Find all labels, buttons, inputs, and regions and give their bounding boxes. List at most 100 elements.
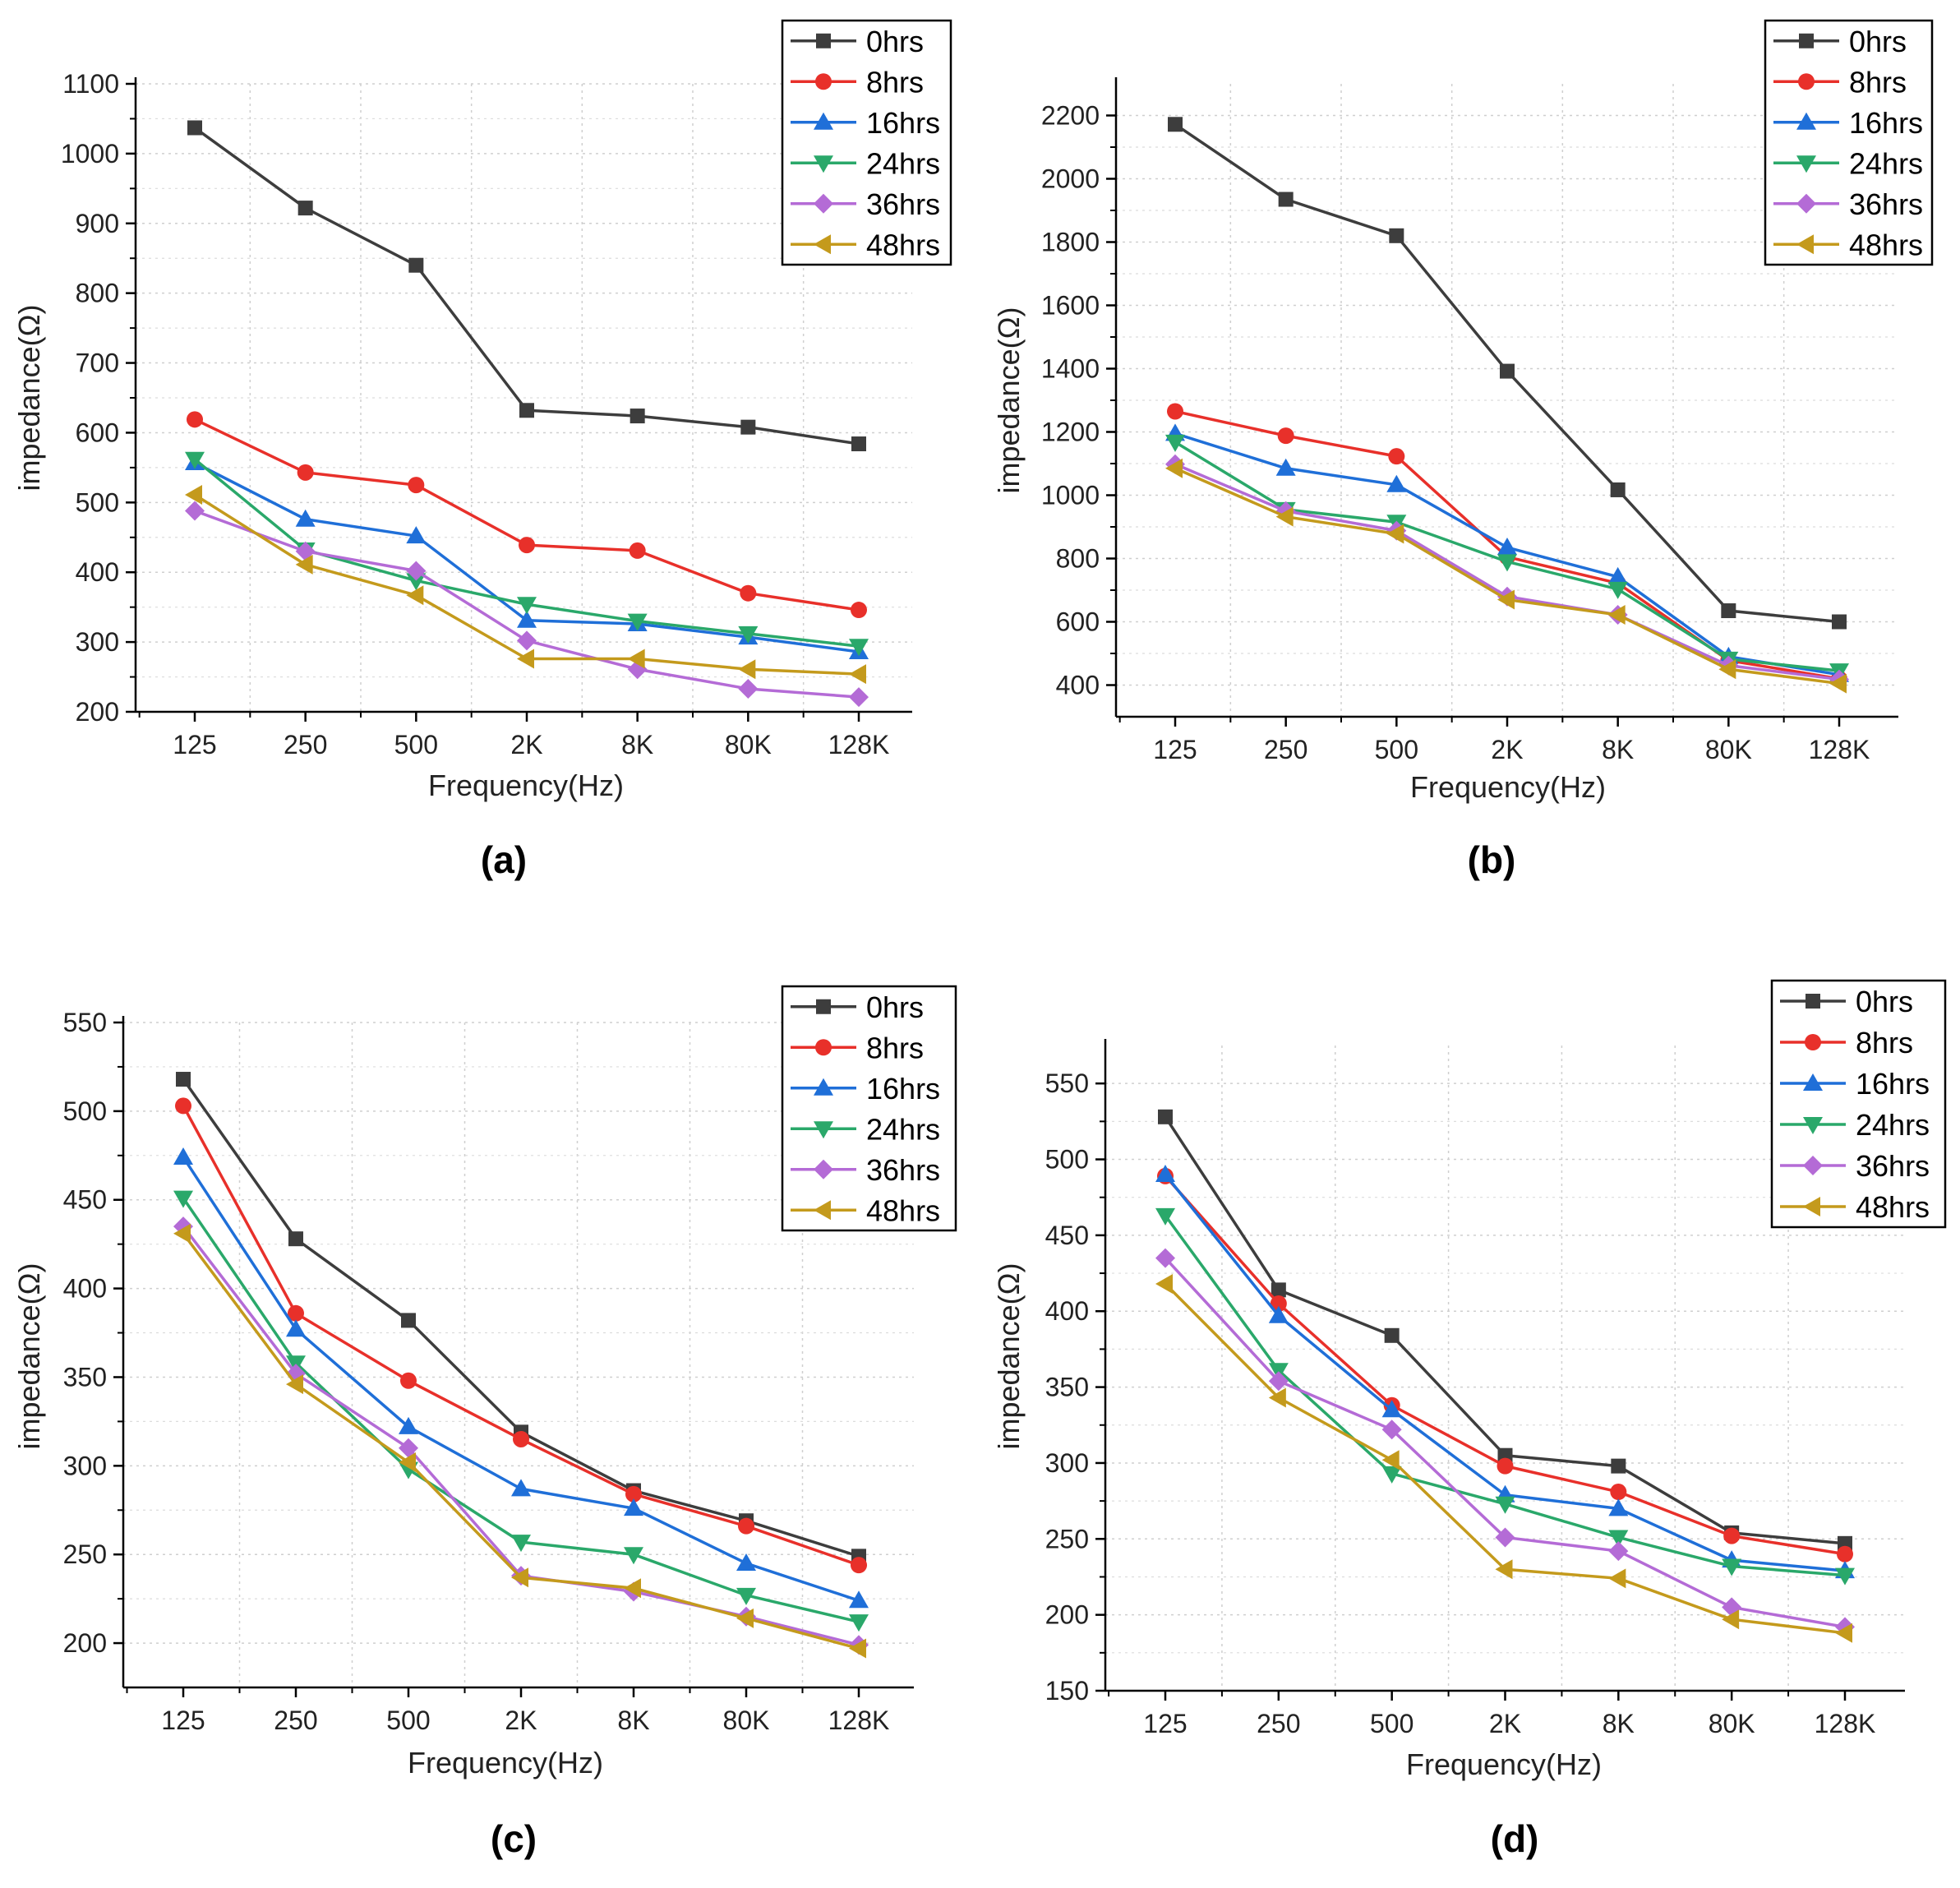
- legend-swatch-marker: [1796, 193, 1816, 214]
- data-point: [1277, 427, 1294, 445]
- data-point: [851, 436, 866, 452]
- series-line: [1164, 1214, 1846, 1577]
- legend-label: 24hrs: [866, 1112, 940, 1146]
- data-point: [849, 1590, 869, 1609]
- data-point: [1497, 538, 1517, 556]
- y-tick-label: 600: [76, 418, 119, 447]
- x-tick-label: 125: [1153, 735, 1197, 764]
- series-36hrs: [1155, 1248, 1855, 1637]
- x-tick-label: 500: [394, 730, 438, 759]
- series-0hrs: [187, 120, 866, 452]
- data-point: [175, 1097, 191, 1115]
- series-0hrs: [1158, 1109, 1852, 1551]
- series-16hrs: [1155, 1165, 1855, 1579]
- data-point: [630, 409, 645, 424]
- data-point: [185, 451, 205, 469]
- legend-label: 16hrs: [1856, 1067, 1930, 1101]
- data-point: [1388, 448, 1405, 465]
- data-point: [736, 1608, 754, 1628]
- y-tick-label: 1600: [1041, 291, 1100, 321]
- legend: 0hrs 8hrs 16hrs 24hrs 36hrs 48hrs: [1764, 19, 1934, 266]
- data-point: [1165, 434, 1185, 452]
- x-tick-label: 80K: [725, 730, 772, 759]
- series-0hrs: [1168, 117, 1847, 630]
- data-point: [1608, 1530, 1629, 1548]
- y-tick-label: 1000: [61, 139, 119, 168]
- y-tick-label: 500: [63, 1096, 107, 1126]
- legend-swatch-marker: [1798, 73, 1815, 90]
- x-tick-label: 2K: [1491, 735, 1523, 764]
- series-8hrs: [187, 411, 867, 619]
- x-tick-label: 8K: [1603, 1709, 1635, 1738]
- data-point: [1497, 554, 1517, 572]
- legend-label: 16hrs: [866, 106, 940, 140]
- data-point: [517, 597, 537, 615]
- legend-label: 0hrs: [866, 990, 924, 1024]
- data-point: [1167, 403, 1183, 420]
- y-tick-label: 1000: [1041, 481, 1100, 510]
- data-point: [286, 1319, 306, 1337]
- x-tick-label: 250: [284, 730, 327, 759]
- x-tick-label: 250: [1257, 1709, 1300, 1738]
- series-48hrs: [185, 484, 866, 685]
- legend-swatch-marker: [1796, 234, 1814, 255]
- data-point: [187, 411, 203, 428]
- series-8hrs: [175, 1097, 867, 1574]
- y-tick-label: 350: [63, 1362, 107, 1392]
- y-tick-label: 400: [1056, 671, 1100, 700]
- data-point: [851, 602, 867, 619]
- x-tick-label: 128K: [1809, 735, 1870, 764]
- x-tick-label: 128K: [828, 1706, 890, 1735]
- legend-label: 0hrs: [866, 25, 924, 58]
- x-axis-title: Frequency(Hz): [1410, 770, 1606, 804]
- legend-swatch-marker: [814, 1200, 831, 1221]
- data-point: [176, 1072, 191, 1087]
- y-tick-label: 2000: [1041, 164, 1100, 194]
- x-tick-label: 500: [386, 1706, 430, 1735]
- data-point: [1723, 1527, 1741, 1544]
- data-point: [1155, 1207, 1175, 1226]
- y-axis-title: impedance(Ω): [12, 304, 46, 491]
- data-point: [738, 678, 759, 699]
- data-point: [288, 1304, 304, 1322]
- legend-swatch-marker: [814, 1078, 833, 1096]
- y-tick-label: 400: [76, 557, 119, 587]
- series-16hrs: [173, 1147, 869, 1609]
- data-point: [406, 561, 427, 581]
- legend-swatch-marker: [1803, 1117, 1823, 1134]
- data-point: [627, 613, 648, 631]
- data-point: [400, 1372, 417, 1389]
- data-point: [399, 1416, 418, 1434]
- gridlines: [123, 1022, 914, 1687]
- legend-label: 0hrs: [1849, 25, 1907, 58]
- legend-label: 36hrs: [1849, 187, 1923, 221]
- y-tick-label: 350: [1045, 1373, 1089, 1402]
- x-axis-title: Frequency(Hz): [428, 769, 624, 802]
- legend: 0hrs 8hrs 16hrs 24hrs 36hrs 48hrs: [1770, 979, 1947, 1229]
- legend-label: 16hrs: [1849, 106, 1923, 140]
- data-point: [519, 537, 535, 554]
- data-point: [740, 584, 757, 602]
- series-line: [182, 1197, 860, 1623]
- data-point: [1610, 1484, 1627, 1501]
- data-point: [625, 1485, 642, 1503]
- legend-label: 36hrs: [866, 187, 940, 221]
- legend-swatch-marker: [1799, 33, 1814, 48]
- y-tick-label: 800: [1056, 544, 1100, 574]
- data-point: [1386, 474, 1407, 492]
- y-axis-title: impedance(Ω): [992, 307, 1026, 493]
- legend: 0hrs 8hrs 16hrs 24hrs 36hrs 48hrs: [781, 985, 957, 1232]
- x-tick-label: 500: [1375, 735, 1418, 764]
- x-tick-label: 80K: [1705, 735, 1752, 764]
- legend-swatch-marker: [1803, 1197, 1820, 1216]
- x-tick-label: 250: [1264, 735, 1307, 764]
- chart-panel-c: 200 250 300 350 400 450 500 550 125 250 500 2K 8K 80K…: [12, 985, 957, 1860]
- data-point: [1384, 1327, 1400, 1343]
- panel-label: (c): [491, 1817, 537, 1860]
- legend-label: 8hrs: [866, 1031, 924, 1064]
- data-point: [288, 1231, 303, 1247]
- x-tick-label: 500: [1370, 1709, 1414, 1738]
- data-point: [1607, 605, 1626, 625]
- y-tick-label: 250: [63, 1539, 107, 1569]
- data-point: [1829, 673, 1847, 694]
